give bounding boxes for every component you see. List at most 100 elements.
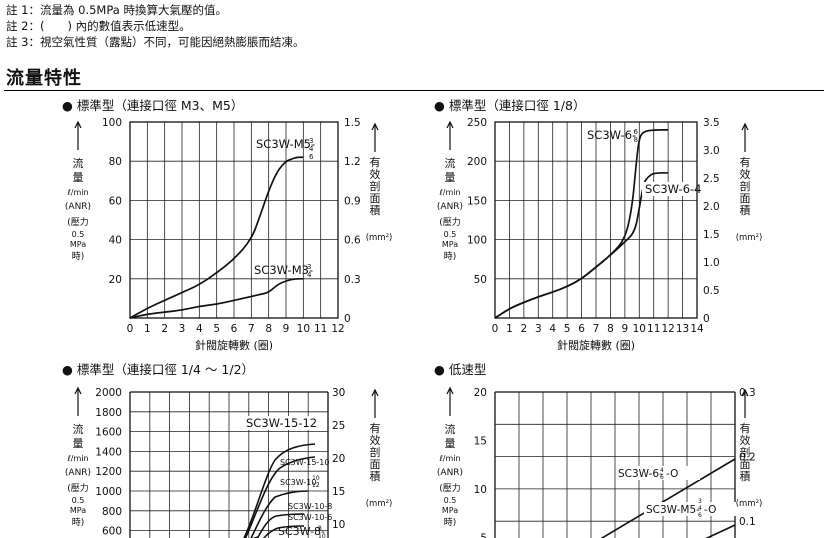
chart1-plot-frame [494, 121, 698, 319]
chart2-y2-label-char: 有 [370, 421, 381, 435]
chart0-label-m5-sup: 3 [309, 137, 313, 145]
chart3-y2-arrow-icon [741, 388, 749, 397]
chart2-y2-unit: (mm²) [366, 499, 393, 509]
chart0-y2-label-char: 剖 [370, 179, 381, 193]
chart1-x-tick-label: 4 [549, 323, 556, 335]
chart3-y-tick-label: 15 [474, 435, 487, 447]
chart3-y-tick-label: 20 [474, 387, 487, 399]
chart-standard-1-8: ● 標準型（連接口徑 1/8）5010015020025000.51.01.52… [434, 98, 763, 352]
chart1-y-tick-label: 150 [467, 195, 487, 207]
chart0-label-m3-text: SC3W-M3- [254, 263, 313, 277]
chart3-y2-label-char: 效 [740, 433, 751, 447]
chart1-title: ● 標準型（連接口徑 1/8） [434, 98, 585, 113]
chart1-y2-label-char: 有 [740, 155, 751, 169]
chart2-y-tick-label: 2000 [95, 387, 122, 399]
chart0-y-label-char: 量 [73, 171, 84, 184]
chart1-y-tick-label: 250 [467, 117, 487, 129]
chart2-y-anr: (ANR) [65, 468, 91, 478]
chart2-label-15-12: SC3W-15-12 [246, 416, 317, 430]
chart0-y2-unit: (mm²) [366, 233, 393, 243]
chart2-label-8: SC3W-8- [278, 525, 325, 538]
chart2-y-pressure: (壓力 [67, 482, 89, 494]
chart1-x-tick-label: 7 [593, 323, 600, 335]
chart1-y2-tick-label: 0 [703, 313, 710, 325]
chart2-label-10-8: SC3W-10-8 [288, 502, 332, 511]
chart0-y2-tick-label: 0 [344, 313, 351, 325]
chart2-series-line-4 [262, 525, 305, 538]
chart3-series-line-1 [705, 524, 736, 538]
chart2-label-10-10-12-sub: 12 [312, 482, 320, 489]
chart1-y2-tick-label: 3.5 [703, 117, 720, 129]
chart1-x-tick-label: 6 [578, 323, 585, 335]
chart2-y2-label-char: 面 [370, 458, 381, 471]
chart-standard-m3-m5: ● 標準型（連接口徑 M3、M5）2040608010000.30.60.91.… [62, 98, 393, 352]
chart3-y-pressure-value: 0.5 [444, 496, 457, 505]
chart0-x-tick-label: 6 [231, 323, 238, 335]
chart-standard-1-4-1-2: ● 標準型（連接口徑 1/4 ～ 1/2） 600 800 1000 1200 1400 1… [62, 362, 393, 538]
chart0-x-tick-label: 3 [179, 323, 186, 335]
chart0-y-arrow-icon [74, 120, 82, 129]
chart2-series-line-1 [244, 456, 316, 538]
chart0-x-axis-label: 針閥旋轉數 (圈) [195, 338, 273, 352]
chart0-y-pressure: (壓力 [67, 216, 89, 228]
chart3-title: ● 低速型 [434, 362, 486, 377]
chart1-y-tick-label: 50 [474, 274, 487, 286]
section-divider [4, 90, 824, 91]
chart1-x-tick-label: 5 [564, 323, 571, 335]
chart-low-speed: ● 低速型 5 10 15 20 0.1 0.2 0.3 流量 ℓ/min (ANR) (壓力 0.5M… [434, 362, 762, 538]
chart1-y-label-char: 流 [445, 156, 456, 170]
chart3-label-6-sub: 6 [660, 474, 664, 481]
chart1-x-tick-label: 9 [622, 323, 629, 335]
chart1-x-tick-label: 12 [661, 323, 674, 335]
note-3: 註 3：視空氣性質（露點）不同，可能因絕熱膨脹而結凍。 [6, 35, 305, 49]
chart1-y-pressure: (壓力 [439, 216, 461, 228]
chart2-y2-label-char: 剖 [370, 445, 381, 459]
chart1-y2-tick-label: 1.5 [703, 229, 720, 241]
chart0-y-anr: (ANR) [65, 202, 91, 212]
chart2-y2-tick-label: 25 [332, 420, 345, 432]
chart1-x-tick-label: 2 [521, 323, 528, 335]
chart0-series-line-0 [129, 156, 304, 319]
chart1-x-tick-label: 8 [607, 323, 614, 335]
chart0-x-tick-label: 1 [144, 323, 151, 335]
chart0-x-tick-label: 10 [297, 323, 310, 335]
chart1-y2-label-char: 面 [740, 192, 751, 205]
chart2-label-8-sub: 10 [318, 533, 326, 538]
chart2-series-line-2 [250, 490, 309, 538]
note-2: 註 2：( ) 內的數值表示低速型。 [6, 19, 191, 33]
chart1-label-6-4: SC3W-6-4 [645, 182, 701, 196]
chart1-y2-tick-label: 2.5 [703, 173, 720, 185]
chart1-y2-tick-label: 2.0 [703, 201, 720, 213]
chart0-y2-label-char: 積 [370, 203, 381, 217]
chart3-y2-tick-label: 0.3 [739, 387, 756, 399]
chart3-y-pressure: (壓力 [439, 482, 461, 494]
chart3-y2-label-char: 積 [740, 469, 751, 483]
section-title: 流量特性 [6, 68, 82, 89]
chart2-y-tick-label: 1400 [95, 446, 122, 458]
chart2-y-unit: ℓ/min [66, 454, 88, 463]
chart1-x-axis-label: 針閥旋轉數 (圈) [557, 338, 635, 352]
chart3-label-6-suffix: -O [666, 468, 678, 480]
chart3-y2-tick-label: 0.1 [739, 516, 756, 528]
chart0-y2-tick-label: 1.5 [344, 117, 361, 129]
chart2-title: ● 標準型（連接口徑 1/4 ～ 1/2） [62, 362, 254, 377]
chart3-label-m5-suffix: -O [704, 504, 716, 516]
chart0-y2-arrow-icon [371, 122, 379, 131]
notes: 註 1：流量為 0.5MPa 時換算大氣壓的值。 註 2：( ) 內的數值表示低… [6, 2, 304, 50]
chart0-x-tick-label: 7 [248, 323, 255, 335]
chart0-y-tick-label: 60 [109, 195, 122, 207]
chart1-y-label-char: 量 [445, 171, 456, 184]
chart0-y-pressure-value: 0.5 [72, 230, 85, 239]
chart3-label-m5-mid: 4 [698, 505, 702, 512]
chart0-label-m5-sub2: 6 [309, 153, 314, 161]
chart1-x-tick-label: 10 [633, 323, 646, 335]
chart3-y-label-char: 流 [445, 422, 456, 436]
chart1-y2-unit: (mm²) [736, 233, 763, 243]
chart1-x-tick-label: 14 [690, 323, 704, 335]
chart3-label-m5-sup: 3 [698, 498, 702, 505]
chart1-x-tick-label: 11 [647, 323, 660, 335]
chart2-y2-label-char: 積 [370, 469, 381, 483]
chart1-y-pressure-end: 時) [444, 251, 457, 262]
chart2-label-10-10-12-sup: 10 [312, 475, 320, 482]
chart2-y-tick-label: 800 [102, 506, 122, 518]
